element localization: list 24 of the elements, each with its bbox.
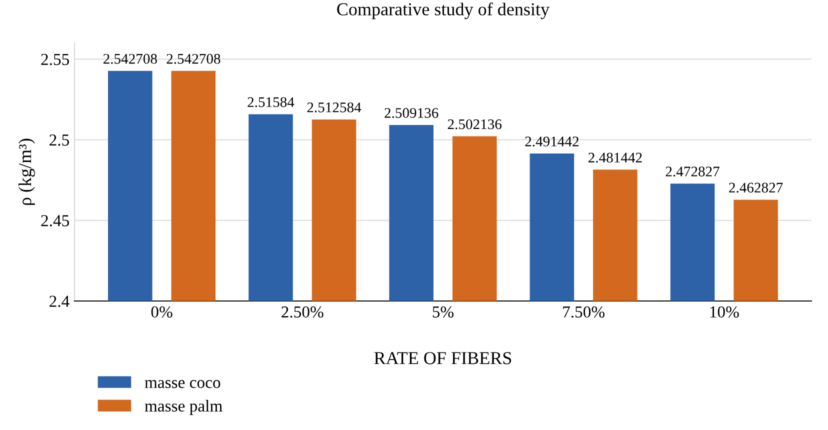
data-label: 2.509136 bbox=[384, 108, 438, 118]
legend-label: masse coco bbox=[144, 380, 220, 388]
data-label: 2.542708 bbox=[166, 54, 220, 64]
y-tick-label: 2.5 bbox=[50, 134, 70, 146]
x-tick-label: 0% bbox=[151, 306, 172, 318]
x-tick-label: 5% bbox=[432, 306, 454, 318]
x-tick-label: 10% bbox=[710, 306, 739, 318]
y-axis-title: ρ (kg/m³) bbox=[18, 138, 35, 205]
x-tick-label: 2.50% bbox=[282, 306, 324, 318]
data-label: 2.462827 bbox=[729, 182, 783, 193]
x-axis-title: RATE OF FIBERS bbox=[374, 352, 512, 364]
data-label: 2.491442 bbox=[525, 136, 578, 146]
y-tick-label: 2.45 bbox=[41, 215, 70, 226]
chart-title: Comparative study of density bbox=[337, 2, 550, 20]
y-tick-label: 2.4 bbox=[50, 296, 70, 308]
y-tick-label: 2.55 bbox=[41, 54, 70, 66]
data-label: 2.502136 bbox=[448, 119, 502, 130]
data-label: 2.481442 bbox=[588, 152, 642, 163]
data-label: 2.472827 bbox=[666, 166, 720, 176]
data-label: 2.542708 bbox=[103, 54, 157, 64]
x-tick-label: 7.50% bbox=[563, 306, 605, 318]
data-label: 2.51584 bbox=[248, 97, 294, 108]
legend-label: masse palm bbox=[144, 400, 222, 415]
data-label: 2.512584 bbox=[307, 102, 362, 112]
